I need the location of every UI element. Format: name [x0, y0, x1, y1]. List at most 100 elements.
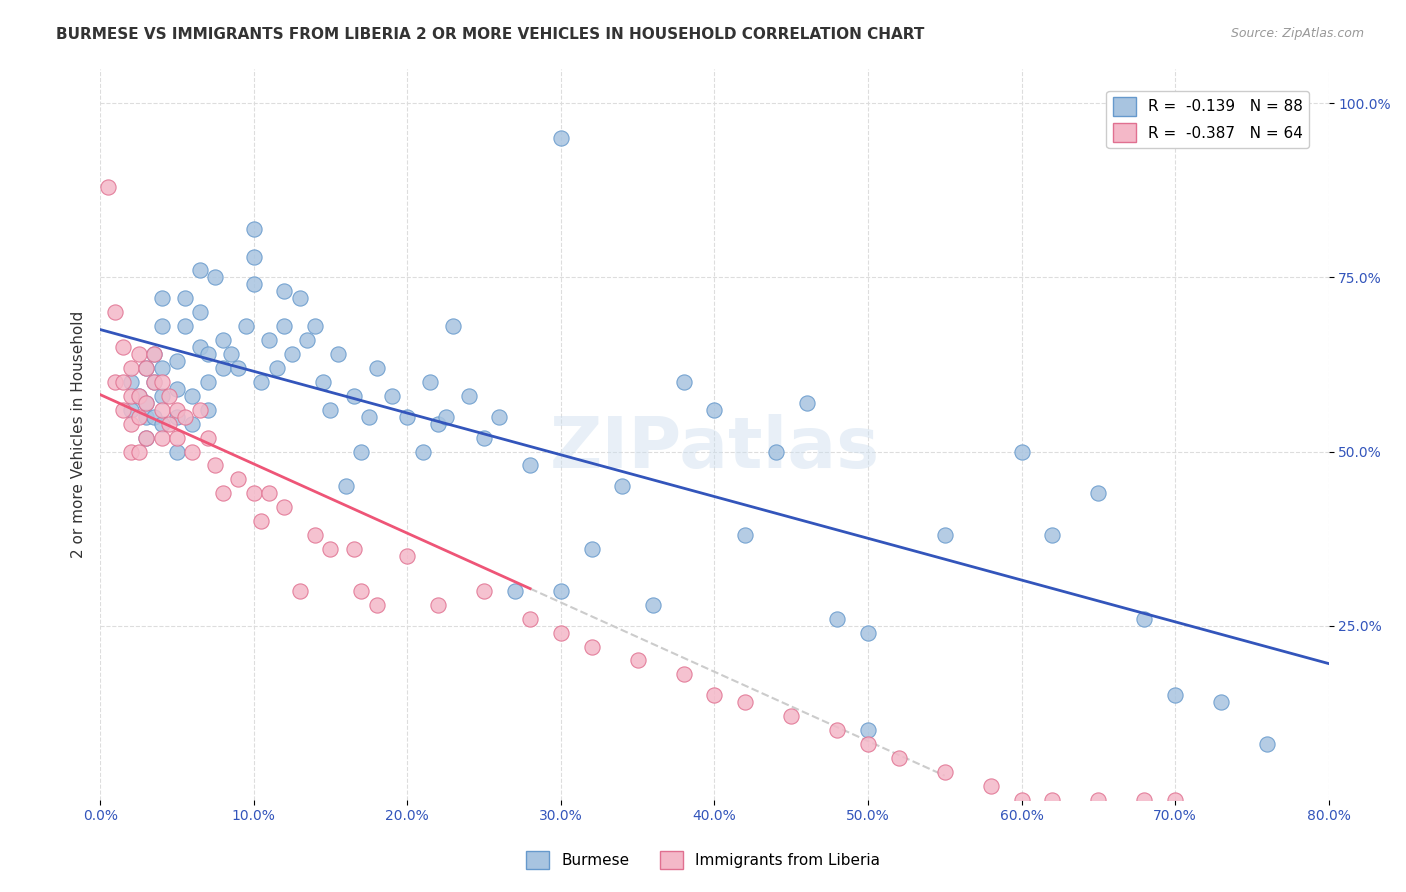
- Text: BURMESE VS IMMIGRANTS FROM LIBERIA 2 OR MORE VEHICLES IN HOUSEHOLD CORRELATION C: BURMESE VS IMMIGRANTS FROM LIBERIA 2 OR …: [56, 27, 925, 42]
- Point: [135, 361, 157, 376]
- Point: [228, 361, 250, 376]
- Point: [1256, 737, 1278, 751]
- Point: [887, 751, 910, 765]
- Point: [350, 444, 373, 458]
- Point: [581, 542, 603, 557]
- Point: [281, 347, 304, 361]
- Point: [250, 375, 273, 389]
- Point: [257, 486, 280, 500]
- Point: [335, 479, 357, 493]
- Point: [734, 695, 756, 709]
- Point: [128, 389, 150, 403]
- Point: [304, 528, 326, 542]
- Point: [173, 291, 195, 305]
- Point: [173, 409, 195, 424]
- Point: [242, 277, 264, 292]
- Point: [219, 347, 242, 361]
- Point: [319, 402, 342, 417]
- Point: [150, 389, 173, 403]
- Point: [150, 291, 173, 305]
- Point: [1040, 528, 1063, 542]
- Point: [796, 396, 818, 410]
- Point: [434, 409, 457, 424]
- Point: [273, 285, 295, 299]
- Point: [1211, 695, 1233, 709]
- Point: [104, 305, 127, 319]
- Point: [288, 583, 311, 598]
- Point: [641, 598, 664, 612]
- Point: [188, 402, 211, 417]
- Point: [142, 375, 165, 389]
- Point: [112, 375, 135, 389]
- Point: [188, 340, 211, 354]
- Point: [1087, 793, 1109, 807]
- Point: [150, 431, 173, 445]
- Point: [166, 431, 188, 445]
- Point: [519, 612, 541, 626]
- Point: [128, 444, 150, 458]
- Point: [250, 514, 273, 528]
- Point: [312, 375, 335, 389]
- Point: [166, 402, 188, 417]
- Point: [120, 375, 142, 389]
- Point: [157, 389, 180, 403]
- Point: [328, 347, 350, 361]
- Point: [825, 612, 848, 626]
- Point: [672, 375, 695, 389]
- Point: [342, 542, 364, 557]
- Point: [135, 431, 157, 445]
- Point: [188, 305, 211, 319]
- Point: [703, 688, 725, 702]
- Point: [1087, 486, 1109, 500]
- Point: [427, 598, 450, 612]
- Point: [228, 472, 250, 486]
- Point: [120, 389, 142, 403]
- Point: [150, 319, 173, 334]
- Point: [257, 333, 280, 347]
- Point: [825, 723, 848, 738]
- Point: [366, 598, 388, 612]
- Point: [266, 361, 288, 376]
- Point: [181, 444, 204, 458]
- Point: [581, 640, 603, 654]
- Text: Source: ZipAtlas.com: Source: ZipAtlas.com: [1230, 27, 1364, 40]
- Point: [357, 409, 380, 424]
- Point: [197, 402, 219, 417]
- Point: [319, 542, 342, 557]
- Point: [128, 409, 150, 424]
- Point: [350, 583, 373, 598]
- Point: [488, 409, 510, 424]
- Point: [273, 319, 295, 334]
- Point: [197, 347, 219, 361]
- Point: [142, 409, 165, 424]
- Point: [419, 375, 441, 389]
- Point: [166, 354, 188, 368]
- Point: [626, 653, 648, 667]
- Point: [856, 723, 879, 738]
- Point: [128, 389, 150, 403]
- Point: [457, 389, 479, 403]
- Point: [304, 319, 326, 334]
- Point: [112, 340, 135, 354]
- Point: [128, 347, 150, 361]
- Point: [550, 131, 572, 145]
- Point: [150, 375, 173, 389]
- Point: [120, 361, 142, 376]
- Point: [212, 333, 235, 347]
- Point: [135, 396, 157, 410]
- Point: [980, 779, 1002, 793]
- Point: [856, 737, 879, 751]
- Point: [197, 431, 219, 445]
- Point: [120, 444, 142, 458]
- Point: [242, 250, 264, 264]
- Point: [934, 528, 956, 542]
- Point: [412, 444, 434, 458]
- Point: [166, 444, 188, 458]
- Point: [212, 361, 235, 376]
- Point: [550, 583, 572, 598]
- Point: [1164, 688, 1187, 702]
- Point: [1040, 793, 1063, 807]
- Point: [856, 625, 879, 640]
- Point: [1133, 612, 1156, 626]
- Point: [366, 361, 388, 376]
